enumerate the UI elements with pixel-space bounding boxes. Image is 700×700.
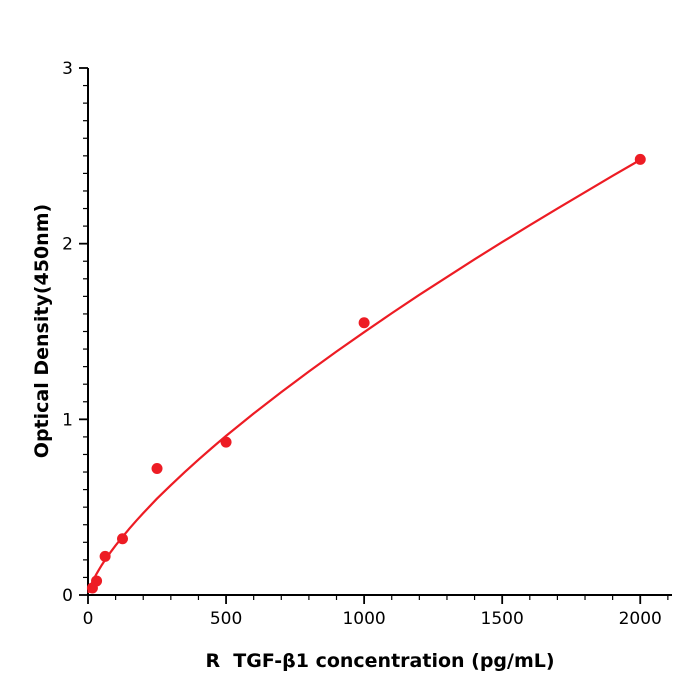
data-point: [358, 317, 370, 329]
y-tick-label: 2: [62, 235, 73, 255]
x-tick-label: 2000: [619, 609, 662, 629]
x-tick-label: 500: [210, 609, 242, 629]
y-axis-label: Optical Density(450nm): [31, 203, 53, 459]
fit-curve: [87, 158, 642, 594]
x-tick-label: 1000: [342, 609, 385, 629]
x-axis-label: R TGF-β1 concentration (pg/mL): [205, 650, 555, 672]
y-tick-label: 0: [62, 586, 73, 606]
y-tick-label: 3: [62, 59, 73, 79]
data-point: [151, 463, 163, 475]
x-tick-label: 0: [83, 609, 94, 629]
y-tick-label: 1: [62, 410, 73, 430]
data-point: [99, 550, 111, 562]
x-tick-label: 1500: [481, 609, 524, 629]
